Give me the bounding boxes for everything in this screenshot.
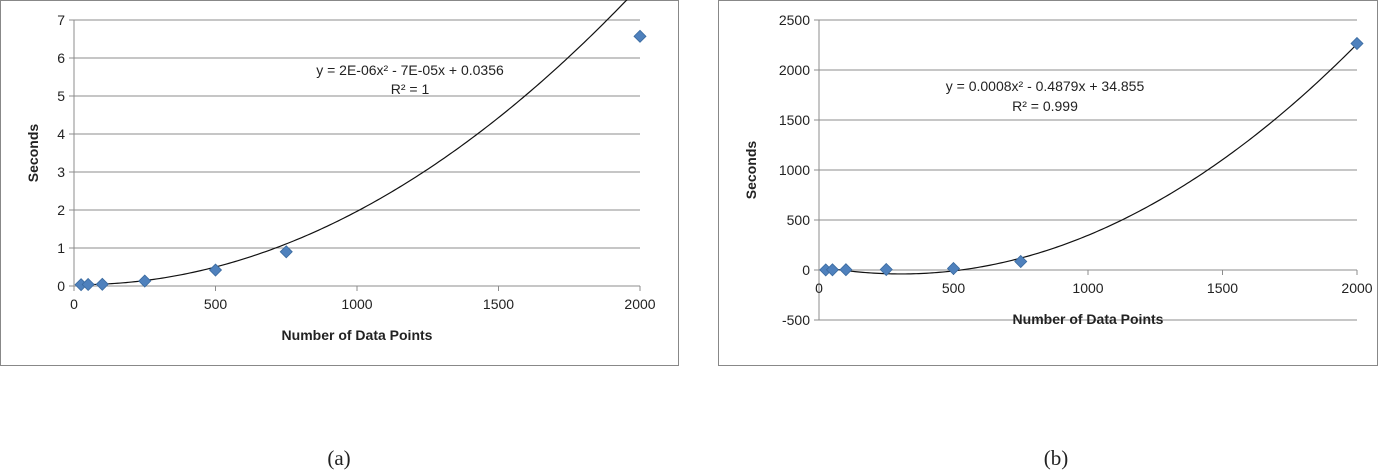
chart-b-y-axis-title: Seconds	[743, 141, 759, 200]
chart-a-svg: 0 1 2 3 4 5 6 7 0 500 1000 1500 2000 Number of Data P…	[0, 0, 679, 366]
caption-a: (a)	[327, 446, 351, 470]
chart-a-x-tick-label: 500	[204, 296, 228, 312]
chart-b-x-tick-label: 500	[942, 280, 966, 296]
chart-a-y-tick-label: 1	[57, 240, 65, 256]
chart-a-y-tick-label: 5	[57, 88, 65, 104]
chart-b-x-tick-label: 1000	[1072, 280, 1103, 296]
chart-a-data-point	[95, 277, 109, 291]
chart-b-data-point	[825, 263, 840, 277]
chart-a-y-tick-label: 0	[57, 278, 65, 294]
chart-b-data-point	[839, 263, 853, 277]
chart-b-x-tick-label: 0	[815, 280, 823, 296]
chart-a-x-tick-label: 1000	[341, 296, 372, 312]
chart-panel-b: -500 0 500 1000 1500 2000 2500 0 500 1000 1500 2000…	[718, 0, 1378, 366]
chart-b-data-point	[1350, 36, 1364, 51]
chart-b-svg: -500 0 500 1000 1500 2000 2500 0 500 1000 1500 2000…	[718, 0, 1378, 366]
chart-a-trend-equation: y = 2E-06x² - 7E-05x + 0.0356	[316, 62, 504, 78]
chart-a-y-tick-label: 4	[57, 126, 65, 142]
chart-a-x-tick-label: 2000	[624, 296, 655, 312]
chart-a-y-tick-label: 6	[57, 50, 65, 66]
chart-b-data-point	[879, 262, 893, 277]
chart-a-trendline	[81, 0, 628, 286]
chart-b-data-point	[1014, 254, 1028, 269]
chart-a-x-tick-label: 1500	[483, 296, 514, 312]
chart-b-x-axis-title: Number of Data Points	[1013, 311, 1164, 327]
chart-b-y-tick-label: 500	[787, 212, 811, 228]
chart-a-trend-r2: R² = 1	[391, 81, 430, 97]
chart-panel-a: 0 1 2 3 4 5 6 7 0 500 1000 1500 2000 Number of Data P…	[0, 0, 679, 366]
chart-b-y-tick-label: 0	[802, 262, 810, 278]
chart-a-y-tick-label: 7	[57, 12, 65, 28]
chart-b-x-tick-label: 1500	[1207, 280, 1238, 296]
chart-a-y-axis-title: Seconds	[25, 124, 41, 183]
chart-a-data-point	[138, 274, 152, 288]
chart-b-x-tick-label: 2000	[1341, 280, 1372, 296]
chart-b-y-tick-label: 1500	[779, 112, 810, 128]
chart-a-data-point	[633, 29, 647, 43]
chart-a-y-tick-label: 2	[57, 202, 65, 218]
chart-a-x-axis-title: Number of Data Points	[282, 327, 433, 343]
chart-a-data-point	[208, 263, 223, 277]
chart-a-data-point	[81, 277, 95, 292]
chart-b-trend-r2: R² = 0.999	[1012, 98, 1078, 114]
chart-b-data-point	[946, 261, 961, 276]
chart-b-y-tick-label: 2000	[779, 62, 810, 78]
chart-a-y-tick-label: 3	[57, 164, 65, 180]
chart-b-trendline	[825, 43, 1358, 275]
chart-a-x-tick-label: 0	[70, 296, 78, 312]
chart-b-y-tick-label: -500	[782, 312, 810, 328]
chart-b-frame	[718, 0, 1378, 366]
caption-b: (b)	[1043, 446, 1069, 470]
chart-b-trend-equation: y = 0.0008x² - 0.4879x + 34.855	[946, 78, 1145, 94]
chart-a-frame	[0, 0, 679, 366]
chart-b-y-tick-label: 2500	[779, 12, 810, 28]
chart-b-y-tick-label: 1000	[779, 162, 810, 178]
chart-a-data-point	[279, 245, 293, 259]
